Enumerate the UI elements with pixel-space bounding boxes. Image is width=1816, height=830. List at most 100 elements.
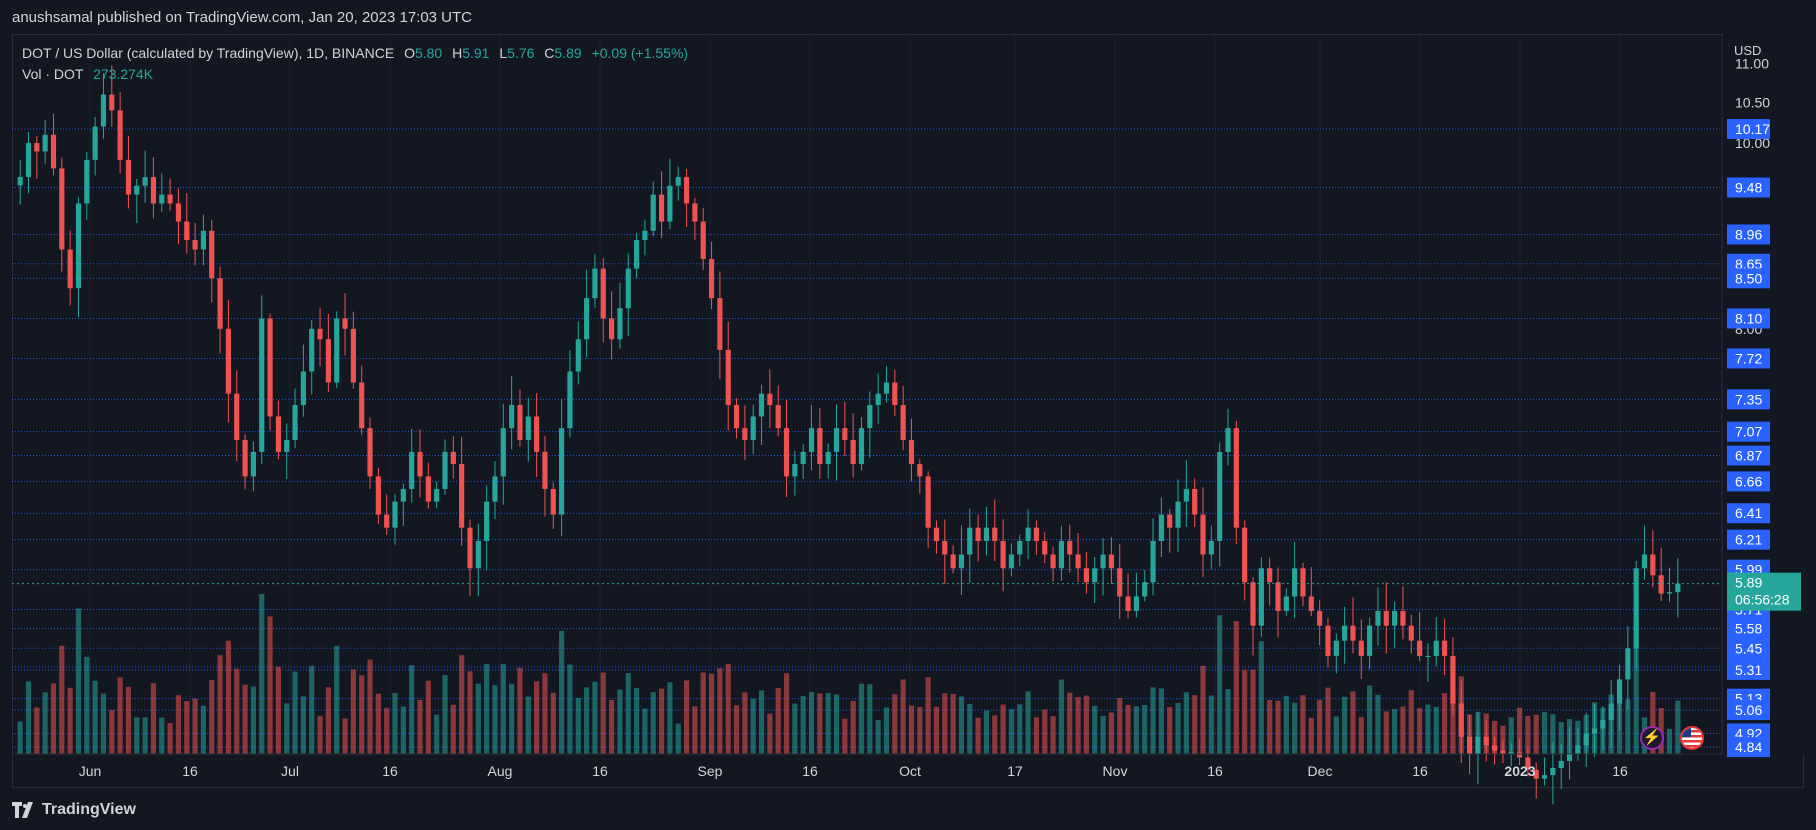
volume-bar (1533, 714, 1539, 754)
volume-bar (1008, 709, 1015, 754)
time-tick-label: 16 (1612, 763, 1628, 779)
volume-bar (875, 720, 881, 754)
volume-bar (17, 721, 23, 754)
legend-close-label: C (544, 45, 555, 61)
volume-bar (650, 692, 656, 754)
candle-body (1417, 640, 1423, 656)
candle-body (500, 428, 506, 477)
volume-bar (967, 703, 973, 754)
volume-bar (892, 694, 898, 754)
volume-bar (25, 681, 32, 754)
legend-low-value: 5.76 (507, 45, 535, 61)
volume-bar (1525, 715, 1531, 754)
volume-bar (1167, 707, 1173, 754)
candle-body (1025, 527, 1031, 541)
price-tick-label: 11.00 (1735, 56, 1769, 72)
level-tag-label: 6.21 (1735, 532, 1762, 548)
volume-bar (975, 717, 981, 754)
candle-body (1058, 540, 1064, 569)
volume-bar (683, 680, 690, 754)
candle-body (658, 194, 665, 222)
candle-body (1267, 568, 1273, 583)
candle-body (392, 501, 398, 528)
volume-bar (1275, 700, 1281, 754)
candle-body (808, 428, 815, 452)
level-tag-label: 8.65 (1735, 256, 1762, 272)
level-tag (1727, 421, 1770, 442)
volume-bar (1600, 707, 1606, 754)
volume-bar (1566, 718, 1573, 754)
candle-body (384, 514, 390, 528)
time-tick-label: 16 (802, 763, 818, 779)
legend-high-value: 5.91 (462, 45, 490, 61)
volume-bar (559, 630, 565, 754)
us-flag-icon[interactable] (1680, 726, 1704, 750)
candle-body (1342, 625, 1348, 641)
level-tag-label: 7.72 (1735, 350, 1762, 366)
candle-body (1433, 640, 1439, 656)
legend-open-value: 5.80 (414, 45, 443, 61)
candle-body (800, 451, 806, 465)
volume-bar (758, 690, 765, 754)
volume-bar (1058, 679, 1064, 754)
candle-body (509, 405, 515, 429)
level-tag-label: 10.17 (1735, 121, 1770, 137)
lightning-icon[interactable]: ⚡ (1640, 726, 1664, 750)
candle-body (1541, 775, 1548, 779)
volume-bar (1400, 706, 1406, 754)
level-tag-label: 8.50 (1735, 270, 1762, 286)
volume-bar (467, 671, 473, 754)
volume-bar (75, 608, 82, 754)
candle-body (584, 298, 590, 340)
candle-body (883, 382, 890, 394)
volume-bar (417, 699, 423, 754)
volume-bar (1108, 712, 1114, 754)
candle-body (317, 328, 323, 340)
level-tag (1727, 471, 1770, 492)
volume-bar (175, 695, 182, 754)
candle-body (542, 451, 548, 489)
volume-bar (1417, 708, 1423, 754)
volume-bar (159, 717, 165, 754)
volume-bar (1083, 695, 1089, 754)
candle-body (683, 177, 690, 204)
volume-bar (1633, 613, 1639, 754)
candle-body (1300, 568, 1306, 597)
candle-body (1183, 488, 1189, 502)
candle-body (350, 328, 356, 383)
volume-bar (1050, 716, 1056, 754)
volume-bar (484, 663, 490, 754)
legend-ohlc-row: DOT / US Dollar (calculated by TradingVi… (22, 43, 688, 64)
candle-body (1350, 625, 1356, 641)
candle-body (109, 94, 115, 111)
candle-body (1408, 625, 1414, 641)
volume-bar (1292, 702, 1298, 754)
candle-body (442, 451, 448, 489)
time-tick-label: Sep (698, 763, 723, 779)
candle-body (159, 194, 165, 204)
volume-bar (1200, 665, 1206, 754)
candle-body (817, 428, 823, 465)
candle-body (1150, 540, 1156, 583)
candle-body (1308, 596, 1314, 611)
level-tag-label: 4.84 (1735, 739, 1762, 755)
volume-bar (1242, 669, 1248, 754)
candle-body (892, 382, 898, 406)
candle-body (1083, 568, 1089, 583)
candle-body (650, 194, 656, 231)
candle-body (434, 488, 440, 502)
volume-bar (442, 675, 448, 754)
volume-bar (1075, 697, 1081, 754)
candle-body (1375, 610, 1381, 626)
volume-bar (1666, 728, 1673, 754)
volume-bar (1491, 720, 1498, 754)
volume-bar (42, 692, 48, 754)
volume-bar (250, 686, 256, 754)
volume-bar (658, 688, 665, 754)
volume-bar (392, 692, 398, 754)
candle-body (325, 339, 331, 383)
candle-body (1283, 596, 1289, 611)
candle-body (1242, 527, 1248, 583)
time-tick-label: 16 (1412, 763, 1428, 779)
